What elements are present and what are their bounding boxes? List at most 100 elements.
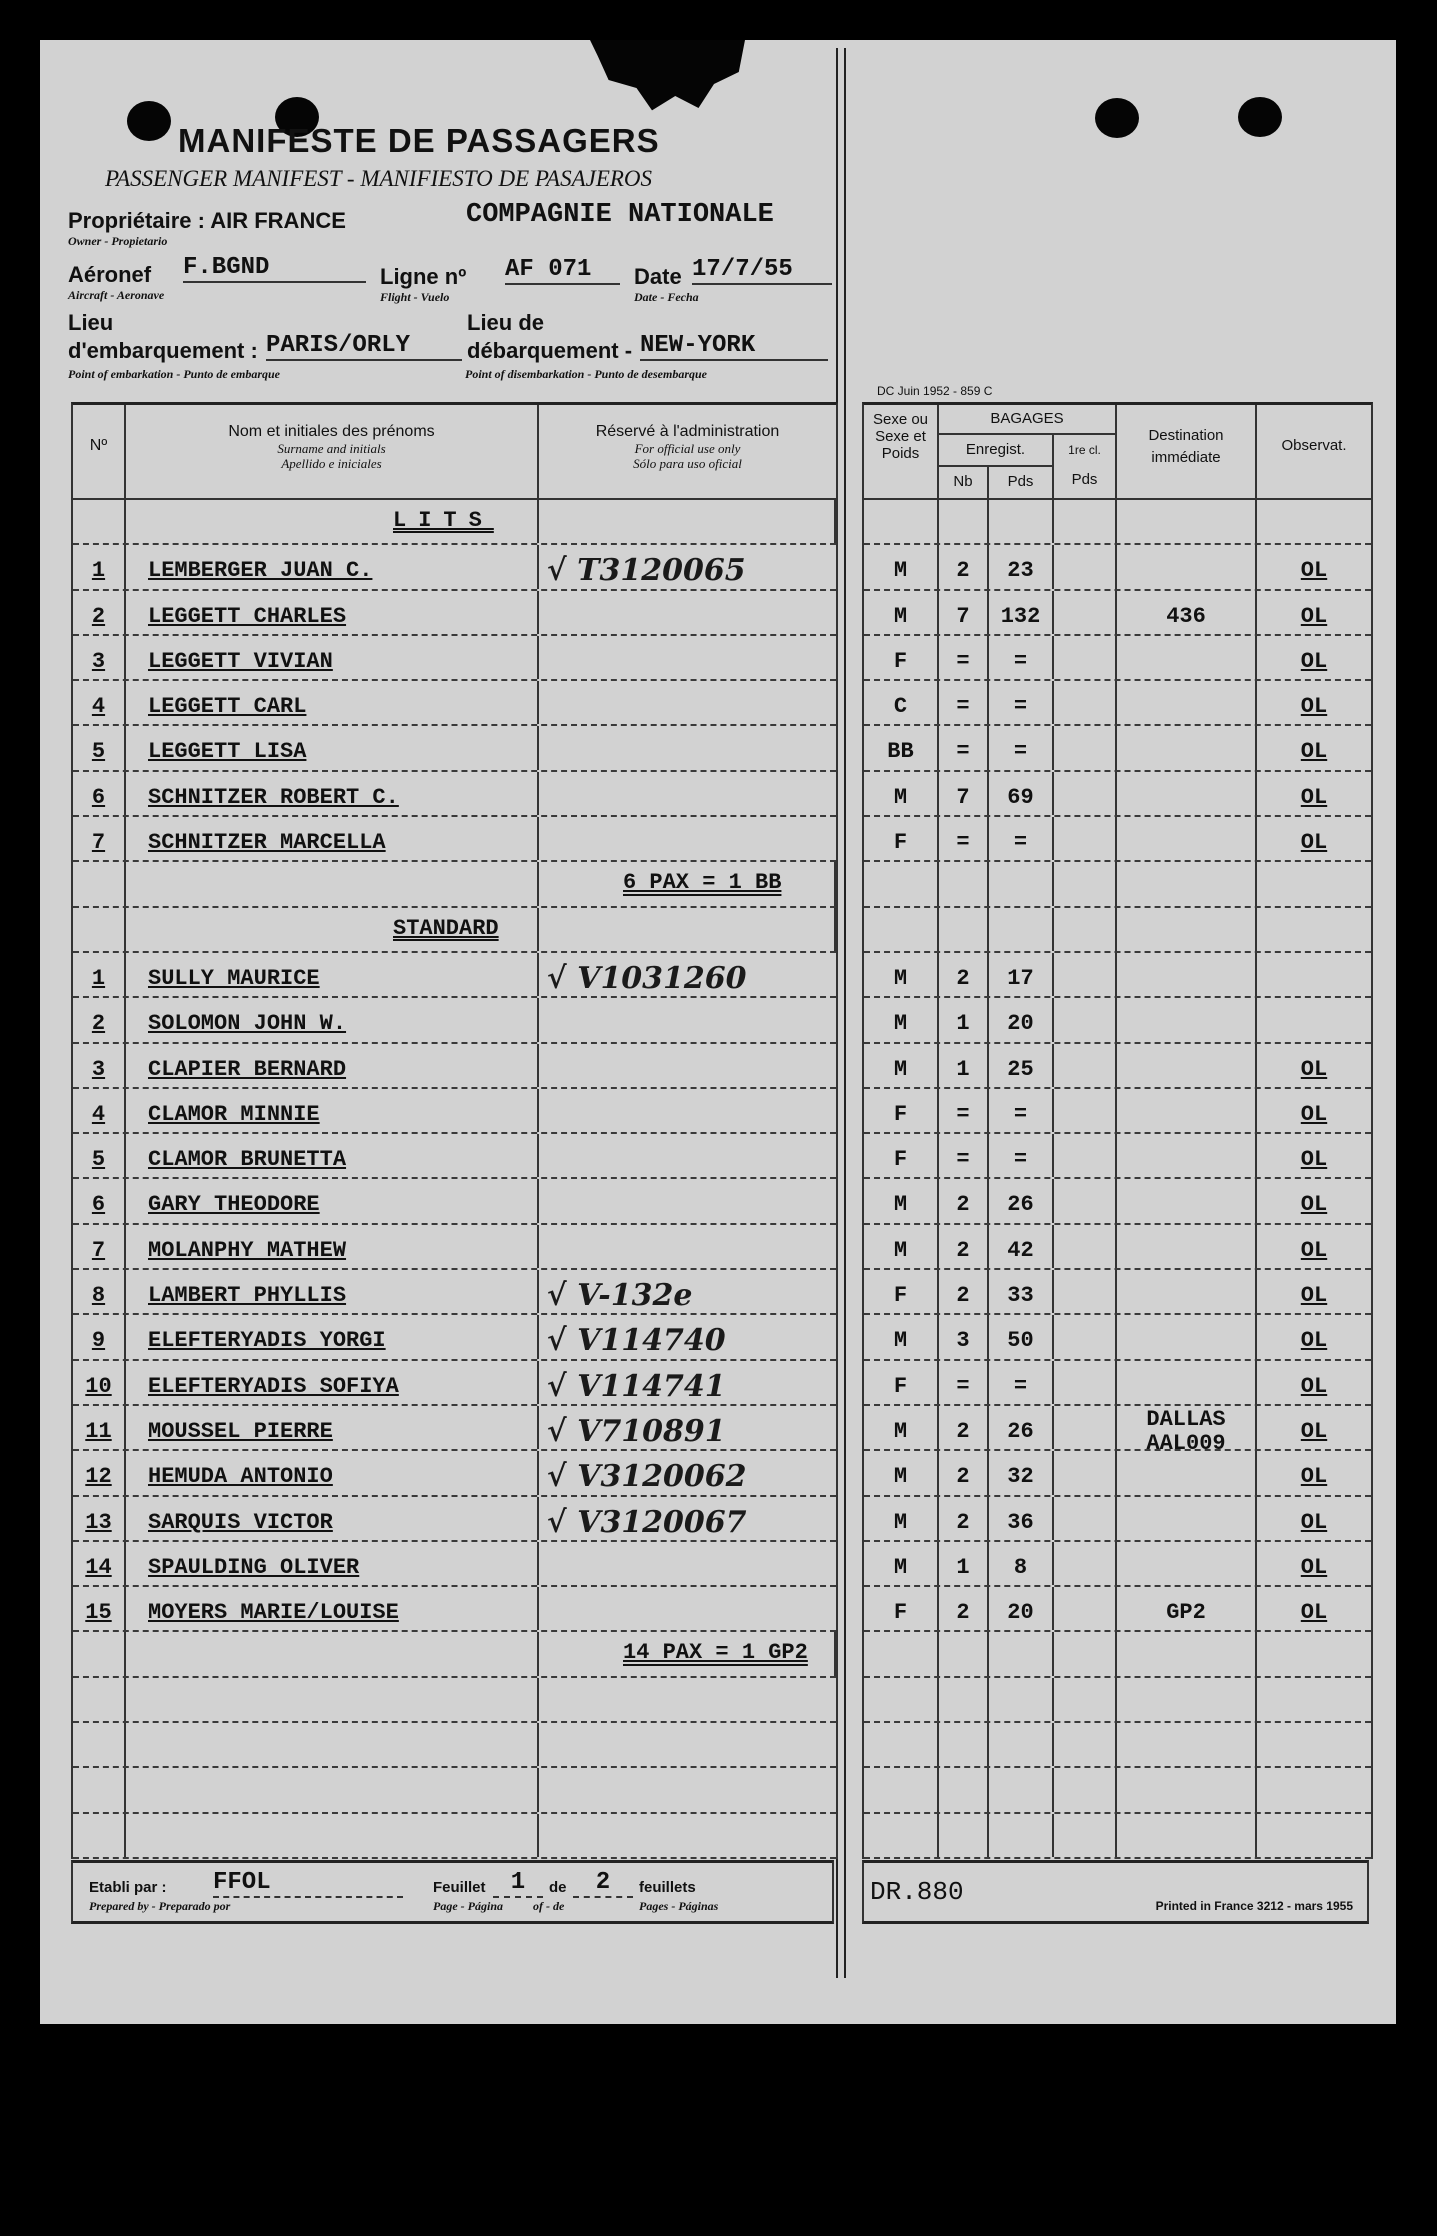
table-row: C = = OL (864, 681, 1371, 727)
table-cell (1054, 1224, 1117, 1269)
handwritten-ticket-number: √ V3120067 (547, 1504, 747, 1540)
baggage-weight: 36 (1007, 1509, 1034, 1535)
table-cell (126, 1723, 539, 1767)
table-cell: = (989, 1360, 1054, 1404)
table-row: 9 ELEFTERYADIS YORGI √ V114740 (73, 1315, 836, 1361)
table-cell (539, 817, 836, 860)
baggage-weight: 33 (1007, 1283, 1034, 1309)
table-cell: √ V114740 (539, 1315, 836, 1358)
table-row: 1 SULLY MAURICE √ V1031260 (73, 952, 836, 999)
table-cell (1054, 1496, 1117, 1540)
handwritten-ticket-number: √ V1031260 (547, 960, 747, 996)
passenger-sex: M (893, 1056, 908, 1082)
table-cell (1054, 952, 1117, 997)
baggage-count: = (956, 1101, 970, 1127)
table-cell: CLAMOR MINNIE (126, 1088, 539, 1133)
table-cell (1054, 545, 1117, 589)
table-cell: 2 (73, 998, 126, 1042)
table-cell: M (864, 1224, 939, 1269)
manifest-table-right: Sexe ou Sexe et Poids BAGAGES Enregist. … (862, 402, 1373, 1859)
col-first-pds: Pds (1071, 471, 1098, 488)
table-row: M 7 132 436 OL (864, 590, 1371, 636)
col-name-sub1: Surname and initials (277, 441, 386, 456)
baggage-weight: 26 (1007, 1192, 1034, 1218)
table-row (864, 862, 1371, 908)
table-cell: C (864, 681, 939, 725)
table-row: BB = = OL (864, 726, 1371, 772)
table-cell: OL (1257, 681, 1371, 724)
baggage-count: 1 (956, 1554, 970, 1580)
table-cell: HEMUDA ANTONIO (126, 1451, 539, 1495)
table-cell: LAMBERT PHYLLIS (126, 1270, 539, 1314)
table-cell (1257, 998, 1371, 1041)
passenger-name: LEGGETT LISA (148, 739, 307, 765)
prepared-value: FFOL (213, 1869, 403, 1898)
of-label: de (549, 1879, 567, 1896)
table-row: 6 PAX = 1 BB (73, 862, 836, 908)
table-cell (989, 907, 1054, 951)
table-cell (539, 1179, 836, 1222)
handwritten-ticket-number: √ V710891 (547, 1413, 726, 1449)
table-cell: SOLOMON JOHN W. (126, 998, 539, 1042)
baggage-count: 1 (956, 1011, 970, 1037)
baggage-weight: 25 (1007, 1056, 1034, 1082)
baggage-weight: = (1013, 648, 1028, 674)
baggage-count: 2 (956, 1418, 970, 1444)
passenger-sex: F (893, 1101, 908, 1127)
table-cell: ELEFTERYADIS YORGI (126, 1315, 539, 1359)
table-cell (864, 1677, 939, 1722)
baggage-count: = (956, 739, 970, 765)
destination-value: GP2 (1166, 1600, 1206, 1626)
table-cell (73, 1723, 126, 1767)
aircraft-label: Aéronef (68, 262, 152, 287)
baggage-count: 2 (956, 1192, 970, 1218)
disembark-value: NEW-YORK (640, 332, 828, 361)
table-cell (539, 1814, 836, 1857)
embark-label-1: Lieu (68, 310, 114, 335)
table-cell: GARY THEODORE (126, 1179, 539, 1223)
table-cell (1117, 998, 1257, 1042)
table-cell: SULLY MAURICE (126, 952, 539, 997)
table-cell (539, 998, 836, 1041)
of-sub: of - de (533, 1899, 565, 1913)
observation-code: OL (1300, 694, 1328, 720)
passenger-name: MOYERS MARIE/LOUISE (148, 1600, 399, 1626)
table-row: 3 CLAPIER BERNARD (73, 1043, 836, 1089)
table-cell: 2 (939, 1270, 989, 1314)
baggage-weight: 132 (1000, 603, 1041, 629)
passenger-sex: M (893, 1464, 908, 1490)
table-cell (1117, 1451, 1257, 1495)
table-cell (989, 1768, 1054, 1812)
table-cell (1054, 681, 1117, 725)
table-cell: 2 (939, 1496, 989, 1540)
table-cell (73, 907, 126, 951)
table-cell: 26 (989, 1405, 1054, 1450)
table-row: M 2 23 OL (864, 545, 1371, 591)
table-cell: 25 (989, 1043, 1054, 1087)
table-cell (1054, 998, 1117, 1042)
table-row (864, 907, 1371, 953)
table-cell: 3 (73, 1043, 126, 1087)
table-cell (1054, 635, 1117, 680)
disembark-sub: Point of disembarkation - Punto de desem… (465, 367, 708, 381)
table-cell: OL (1257, 1225, 1371, 1268)
passenger-name: SPAULDING OLIVER (148, 1554, 360, 1580)
table-row (73, 1723, 836, 1769)
table-cell (1054, 1088, 1117, 1133)
table-cell: 2 (939, 1179, 989, 1223)
col-destination: Destination immédiate (1117, 405, 1257, 498)
table-cell: √ V-132e (539, 1270, 836, 1313)
table-cell: OL (1257, 591, 1371, 634)
table-cell: 36 (989, 1496, 1054, 1540)
table-cell: = (989, 1134, 1054, 1178)
table-cell (1054, 817, 1117, 861)
prepared-sub: Prepared by - Preparado por (89, 1899, 231, 1913)
table-cell: √ V114741 (539, 1361, 836, 1404)
table-cell: √ V710891 (539, 1406, 836, 1449)
table-row (73, 1813, 836, 1859)
passenger-number: 14 (85, 1554, 112, 1580)
baggage-count: 7 (956, 603, 970, 629)
baggage-weight: 50 (1007, 1328, 1034, 1354)
handwritten-ticket-number: √ V3120062 (547, 1459, 747, 1495)
passenger-number: 7 (91, 830, 106, 856)
